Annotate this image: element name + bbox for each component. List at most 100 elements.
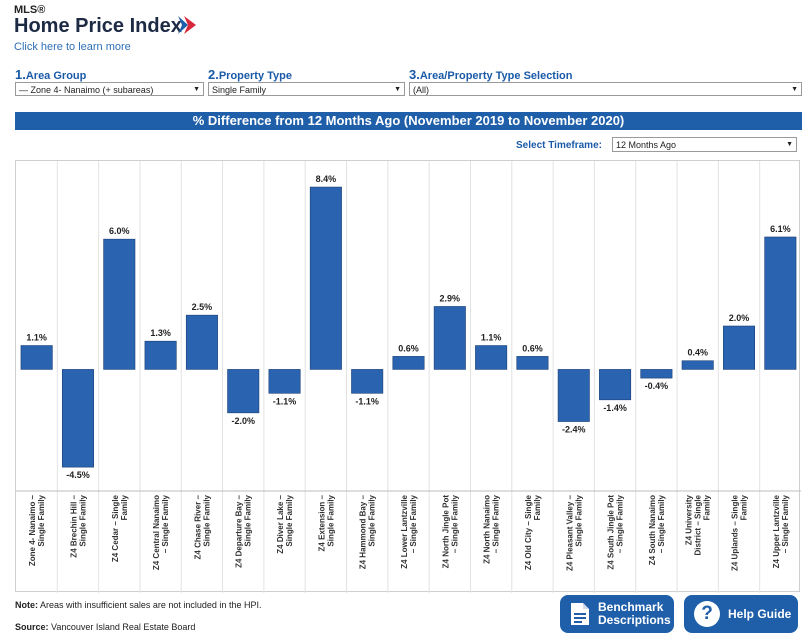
learn-more-link[interactable]: Click here to learn more	[14, 41, 131, 53]
bar[interactable]	[144, 340, 177, 370]
data-label: 1.3%	[150, 328, 171, 338]
bar[interactable]	[309, 186, 342, 370]
svg-text:Z4 Departure Bay –Single Famil: Z4 Departure Bay –Single Family	[235, 494, 253, 567]
svg-text:Z4 Old City – SingleFamily: Z4 Old City – SingleFamily	[524, 494, 542, 570]
svg-text:Z4 South Jingle Pot– Single Fa: Z4 South Jingle Pot– Single Family	[607, 494, 625, 569]
svg-text:Z4 Extension –Single Family: Z4 Extension –Single Family	[317, 494, 335, 551]
mls-logo-icon	[178, 16, 196, 34]
tick-label: Z4 Uplands – SingleFamily	[731, 494, 749, 571]
data-label: -1.4%	[603, 403, 627, 413]
tick-label: Z4 Upper Lantzville– Single Family	[772, 494, 790, 568]
svg-text:Z4 Upper Lantzville– Single Fa: Z4 Upper Lantzville– Single Family	[772, 494, 790, 568]
tick-label: Z4 Departure Bay –Single Family	[235, 494, 253, 567]
data-label: -1.1%	[355, 396, 379, 406]
chevron-down-icon: ▼	[786, 141, 793, 148]
tick-label: Z4 Lower Lantzville– Single Family	[400, 494, 418, 568]
bar[interactable]	[640, 369, 673, 379]
tick-label: Z4 Central Nanaimo– Single Family	[152, 494, 170, 570]
property-type-label: 2.Property Type	[208, 67, 292, 82]
tick-label: Z4 Hammond Bay –Single Family	[359, 494, 377, 569]
svg-text:Z4 Brechin Hill –Single Family: Z4 Brechin Hill –Single Family	[69, 494, 87, 557]
tick-label: Z4 South Jingle Pot– Single Family	[607, 494, 625, 569]
area-property-selection-select[interactable]: (All) ▼	[409, 82, 802, 96]
bar[interactable]	[557, 369, 590, 422]
bar[interactable]	[20, 345, 53, 370]
svg-text:Z4 Cedar – SingleFamily: Z4 Cedar – SingleFamily	[111, 494, 129, 562]
bar-chart: 1.1% Zone 4- Nanaimo –Single Family -4.5% Z…	[16, 161, 801, 593]
bar[interactable]	[351, 369, 384, 394]
tick-label: Z4 North Nanaimo– Single Family	[483, 494, 501, 563]
tick-label: Z4 Cedar – SingleFamily	[111, 494, 129, 562]
benchmark-label-line1: Benchmark	[598, 600, 664, 614]
data-label: 1.1%	[26, 333, 47, 343]
area-group-select[interactable]: — Zone 4- Nanaimo (+ subareas) ▼	[15, 82, 204, 96]
svg-text:Z4 Lower Lantzville– Single Fa: Z4 Lower Lantzville– Single Family	[400, 494, 418, 568]
question-icon: ?	[694, 601, 720, 627]
bar[interactable]	[723, 325, 756, 370]
data-label: -2.4%	[562, 425, 586, 435]
tick-label: Z4 Diver Lake –Single Family	[276, 494, 294, 553]
data-label: 2.0%	[729, 313, 750, 323]
data-label: 6.1%	[770, 224, 791, 234]
svg-text:Z4 Central Nanaimo– Single Fam: Z4 Central Nanaimo– Single Family	[152, 494, 170, 570]
tick-label: Z4 South Nanaimo– Single Family	[648, 494, 666, 565]
data-label: 2.5%	[192, 302, 213, 312]
svg-text:Z4 North Jingle Pot– Single Fa: Z4 North Jingle Pot– Single Family	[441, 494, 459, 568]
bar[interactable]	[433, 306, 466, 370]
brand-title: Home Price Index	[14, 15, 182, 37]
data-label: 6.0%	[109, 226, 130, 236]
bar[interactable]	[392, 356, 425, 370]
tick-label: Z4 UniversityDistrict – SingleFamily	[685, 494, 712, 555]
bar[interactable]	[185, 314, 218, 370]
area-property-selection-label: 3.Area/Property Type Selection	[409, 67, 573, 82]
footer-note: Note: Areas with insufficient sales are …	[15, 600, 262, 610]
tick-label: Z4 Brechin Hill –Single Family	[69, 494, 87, 557]
tick-label: Z4 Pleasant Valley –Single Family	[565, 494, 583, 571]
chevron-down-icon: ▼	[791, 86, 798, 93]
help-guide-label: Help Guide	[728, 607, 792, 621]
bar[interactable]	[268, 369, 301, 394]
data-label: 2.9%	[440, 293, 461, 303]
svg-text:Z4 Diver Lake –Single Family: Z4 Diver Lake –Single Family	[276, 494, 294, 553]
benchmark-label-line2: Descriptions	[598, 613, 671, 627]
bar[interactable]	[516, 356, 549, 370]
svg-text:Z4 South Nanaimo– Single Famil: Z4 South Nanaimo– Single Family	[648, 494, 666, 565]
property-type-select[interactable]: Single Family ▼	[208, 82, 405, 96]
tick-label: Zone 4- Nanaimo –Single Family	[28, 494, 46, 566]
help-guide-button[interactable]: ? Help Guide	[684, 595, 798, 633]
tick-label: Z4 Old City – SingleFamily	[524, 494, 542, 570]
chevron-down-icon: ▼	[193, 86, 200, 93]
benchmark-descriptions-button[interactable]: Benchmark Descriptions	[560, 595, 674, 633]
bar[interactable]	[599, 369, 632, 401]
chevron-down-icon: ▼	[394, 86, 401, 93]
svg-text:Z4 UniversityDistrict – Single: Z4 UniversityDistrict – SingleFamily	[685, 494, 712, 555]
data-label: 0.6%	[398, 343, 419, 353]
brand-sup: MLS®	[14, 4, 46, 16]
area-group-label: 1.Area Group	[15, 67, 87, 82]
data-label: 0.4%	[687, 348, 708, 358]
svg-text:Z4 North Nanaimo– Single Famil: Z4 North Nanaimo– Single Family	[483, 494, 501, 563]
data-label: -4.5%	[66, 470, 90, 480]
svg-text:Z4 Uplands – SingleFamily: Z4 Uplands – SingleFamily	[731, 494, 749, 571]
bar[interactable]	[61, 369, 94, 468]
bar[interactable]	[681, 360, 714, 370]
tick-label: Z4 North Jingle Pot– Single Family	[441, 494, 459, 568]
chart-title-banner: % Difference from 12 Months Ago (Novembe…	[15, 112, 802, 130]
svg-text:Zone 4- Nanaimo –Single Family: Zone 4- Nanaimo –Single Family	[28, 494, 46, 566]
chart-area: 1.1% Zone 4- Nanaimo –Single Family -4.5% Z…	[15, 160, 801, 593]
data-label: -2.0%	[231, 416, 255, 426]
data-label: -0.4%	[645, 381, 669, 391]
bar[interactable]	[103, 238, 136, 370]
timeframe-label: Select Timeframe:	[516, 140, 602, 151]
bar[interactable]	[475, 345, 508, 370]
data-label: 8.4%	[316, 174, 337, 184]
timeframe-select[interactable]: 12 Months Ago ▼	[612, 137, 797, 152]
bar[interactable]	[764, 236, 797, 370]
data-label: 0.6%	[522, 343, 543, 353]
data-label: 1.1%	[481, 333, 502, 343]
document-icon	[571, 603, 589, 625]
svg-text:Z4 Hammond Bay –Single Family: Z4 Hammond Bay –Single Family	[359, 494, 377, 569]
data-label: -1.1%	[273, 396, 297, 406]
tick-label: Z4 Chase River –Single Family	[193, 494, 211, 559]
bar[interactable]	[227, 369, 260, 414]
